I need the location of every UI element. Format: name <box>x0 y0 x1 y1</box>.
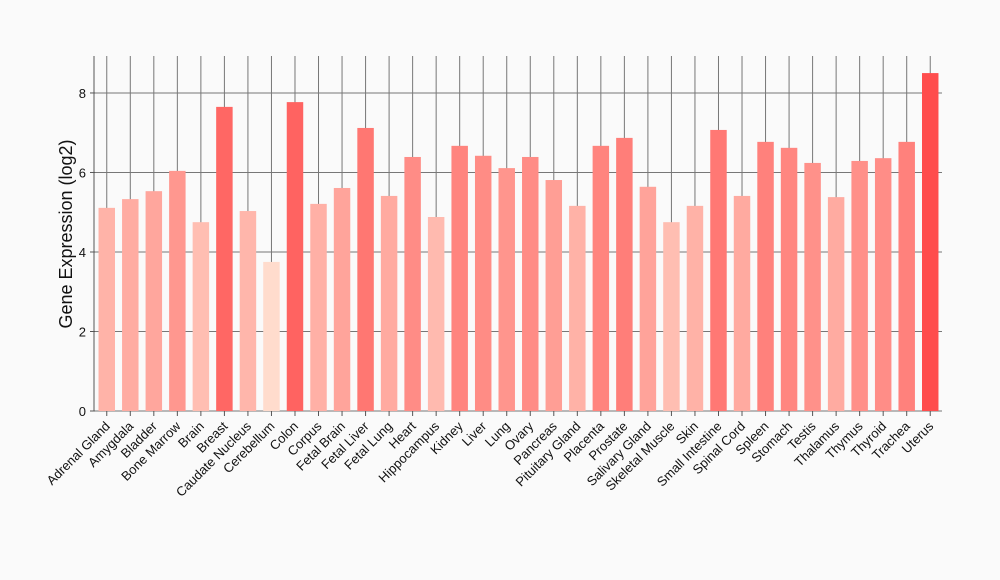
bar <box>639 186 657 411</box>
bar <box>733 195 751 411</box>
bar <box>98 207 115 411</box>
bar <box>757 141 774 411</box>
bar <box>216 106 233 412</box>
y-tick-label: 6 <box>79 165 86 180</box>
bar <box>451 145 468 411</box>
bar <box>333 187 351 411</box>
y-tick-label: 0 <box>79 404 86 419</box>
y-axis-label: Gene Expression (log2) <box>56 139 76 328</box>
bar <box>427 217 445 411</box>
bar <box>922 73 939 412</box>
y-tick-label: 2 <box>79 324 86 339</box>
bar <box>616 137 633 411</box>
bar <box>804 162 821 411</box>
bar <box>663 222 680 411</box>
bar <box>592 145 610 411</box>
bar <box>827 197 845 411</box>
bar <box>780 147 798 411</box>
bar <box>498 168 515 411</box>
bar <box>122 199 139 411</box>
bar <box>357 127 374 411</box>
bar <box>686 205 704 411</box>
bar <box>380 195 398 411</box>
bar <box>522 156 539 411</box>
y-tick-label: 4 <box>79 245 86 260</box>
y-tick-label: 8 <box>79 86 86 101</box>
bar <box>874 158 892 411</box>
bar <box>239 211 257 411</box>
bar <box>569 205 586 411</box>
bar <box>545 180 563 411</box>
bar <box>192 222 210 411</box>
bar <box>851 160 868 411</box>
bar <box>898 141 915 411</box>
bar <box>145 191 163 411</box>
x-tick-label: Liver <box>459 418 490 449</box>
bar <box>169 170 186 411</box>
bar <box>263 261 280 411</box>
bar <box>286 102 304 411</box>
bar <box>710 129 727 411</box>
bar <box>310 203 327 411</box>
bar <box>474 155 492 411</box>
bar <box>404 156 421 411</box>
